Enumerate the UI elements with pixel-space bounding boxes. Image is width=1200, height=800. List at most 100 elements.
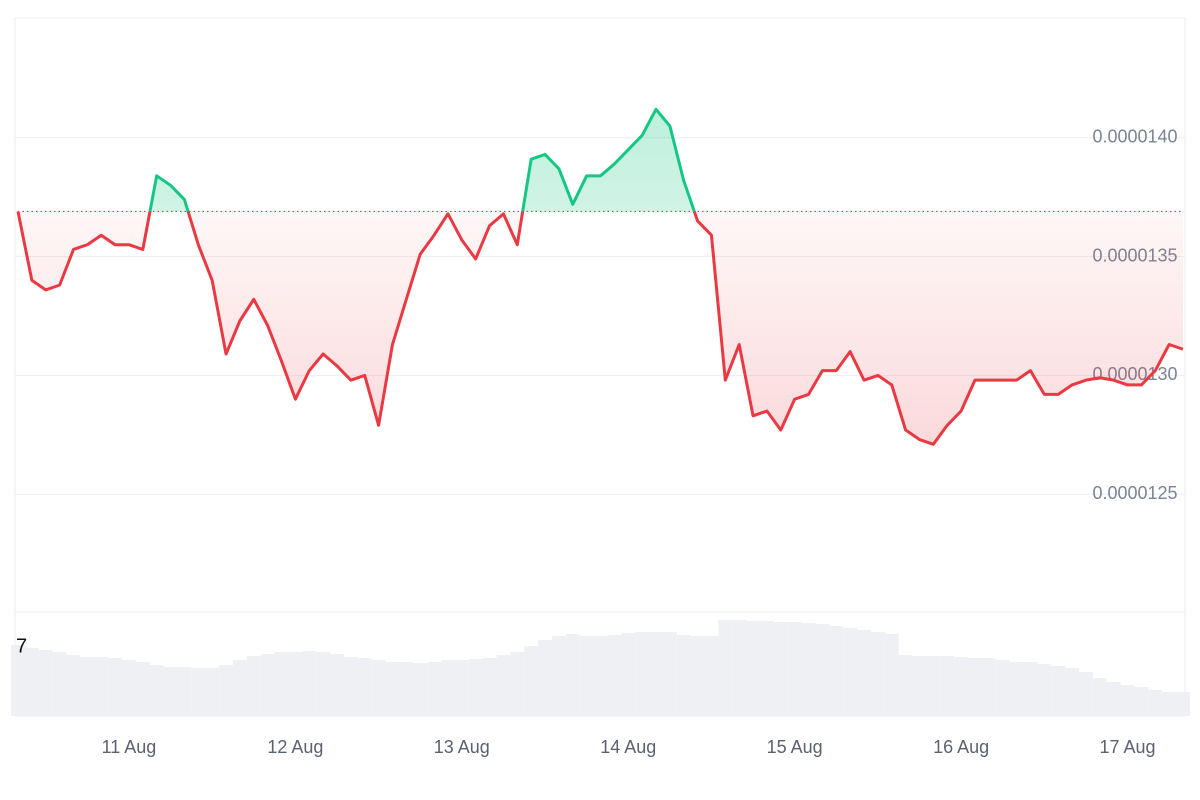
volume-bar: [843, 628, 858, 716]
volume-bar: [551, 636, 566, 716]
volume-bar: [232, 660, 247, 716]
volume-bar: [1106, 682, 1121, 716]
volume-bar: [371, 660, 386, 716]
volume-bar: [246, 656, 261, 716]
volume-bar: [635, 632, 650, 716]
volume-bar: [1023, 662, 1038, 716]
volume-bar: [787, 622, 802, 716]
volume-bar: [1092, 678, 1107, 716]
volume-bar: [773, 622, 788, 716]
volume-bar: [954, 657, 969, 716]
volume-bar: [995, 660, 1010, 716]
volume-bar: [108, 658, 123, 716]
volume-bar: [801, 623, 816, 716]
x-tick-label: 17 Aug: [1099, 737, 1155, 757]
volume-layer: [11, 620, 1190, 716]
volume-bar: [163, 667, 178, 716]
volume-bar: [1037, 664, 1052, 716]
x-tick-label: 13 Aug: [434, 737, 490, 757]
volume-bar: [759, 621, 774, 716]
volume-bar: [316, 652, 331, 716]
x-tick-label: 16 Aug: [933, 737, 989, 757]
volume-bar: [205, 668, 220, 716]
volume-bar: [11, 645, 25, 716]
volume-bar: [177, 667, 192, 716]
volume-bar: [330, 654, 344, 716]
volume-bar: [662, 632, 677, 716]
volume-bar: [1134, 687, 1149, 716]
x-axis: 11 Aug 12 Aug 13 Aug 14 Aug 15 Aug 16 Aug 17 A…: [102, 737, 1156, 757]
volume-bar: [274, 652, 289, 716]
volume-bar: [718, 620, 733, 716]
volume-bar: [704, 636, 719, 716]
y-tick-label: 0.0000125: [1092, 483, 1177, 503]
volume-bar: [399, 662, 414, 716]
volume-bar: [829, 626, 844, 716]
volume-bar: [870, 632, 885, 716]
volume-bar: [926, 656, 941, 716]
volume-bar: [66, 655, 81, 716]
volume-bar: [357, 658, 372, 716]
volume-bar: [413, 663, 428, 716]
volume-bar: [1162, 692, 1177, 716]
x-tick-label: 11 Aug: [102, 737, 157, 757]
plot-layer: [16, 107, 1184, 446]
price-line: [16, 107, 1184, 446]
volume-bar: [1120, 685, 1135, 716]
volume-bar: [38, 650, 53, 716]
volume-bar: [288, 652, 303, 716]
volume-bar: [1078, 672, 1093, 716]
volume-bar: [690, 636, 705, 716]
x-tick-label: 12 Aug: [267, 737, 323, 757]
volume-bar: [884, 634, 899, 716]
volume-bar: [510, 652, 525, 716]
volume-bar: [496, 655, 511, 716]
volume-bar: [135, 662, 150, 716]
volume-bar: [149, 665, 164, 716]
volume-bar: [746, 621, 760, 716]
volume-bar: [1176, 692, 1190, 716]
volume-bar: [302, 651, 317, 716]
volume-bar: [579, 636, 594, 716]
volume-bar: [981, 658, 996, 716]
volume-bar: [940, 656, 955, 716]
x-tick-label: 15 Aug: [767, 737, 823, 757]
volume-bar: [593, 636, 608, 716]
volume-bar: [732, 620, 747, 716]
volume-bar: [94, 657, 109, 716]
volume-bar: [122, 660, 136, 716]
volume-bar: [52, 652, 67, 716]
volume-bar: [441, 660, 455, 716]
volume-bar: [1051, 666, 1066, 716]
x-tick-label: 14 Aug: [600, 737, 656, 757]
volume-bar: [385, 662, 400, 716]
volume-bar: [898, 655, 913, 716]
volume-bar: [524, 646, 539, 716]
volume-bar: [343, 657, 358, 716]
volume-bar: [607, 635, 622, 716]
volume-bar: [24, 648, 39, 716]
volume-bar: [468, 659, 483, 716]
volume-bar: [621, 633, 636, 716]
volume-bar: [427, 662, 442, 716]
volume-bar: [676, 635, 691, 716]
volume-bar: [815, 624, 830, 716]
volume-bar: [1065, 668, 1079, 716]
volume-bar: [80, 657, 95, 716]
volume-label: 7: [16, 635, 27, 657]
volume-bar: [968, 658, 982, 716]
price-area: [18, 109, 1183, 445]
volume-bar: [912, 656, 927, 716]
volume-bar: [1148, 690, 1163, 716]
volume-bar: [454, 660, 469, 716]
volume-bar: [857, 630, 871, 716]
y-tick-label: 0.0000140: [1092, 127, 1177, 147]
volume-bar: [565, 634, 580, 716]
volume-bar: [219, 665, 233, 716]
volume-bar: [538, 640, 552, 716]
volume-bar: [191, 668, 206, 716]
volume-bar: [1009, 662, 1024, 716]
volume-bar: [482, 658, 497, 716]
volume-bar: [649, 632, 663, 716]
